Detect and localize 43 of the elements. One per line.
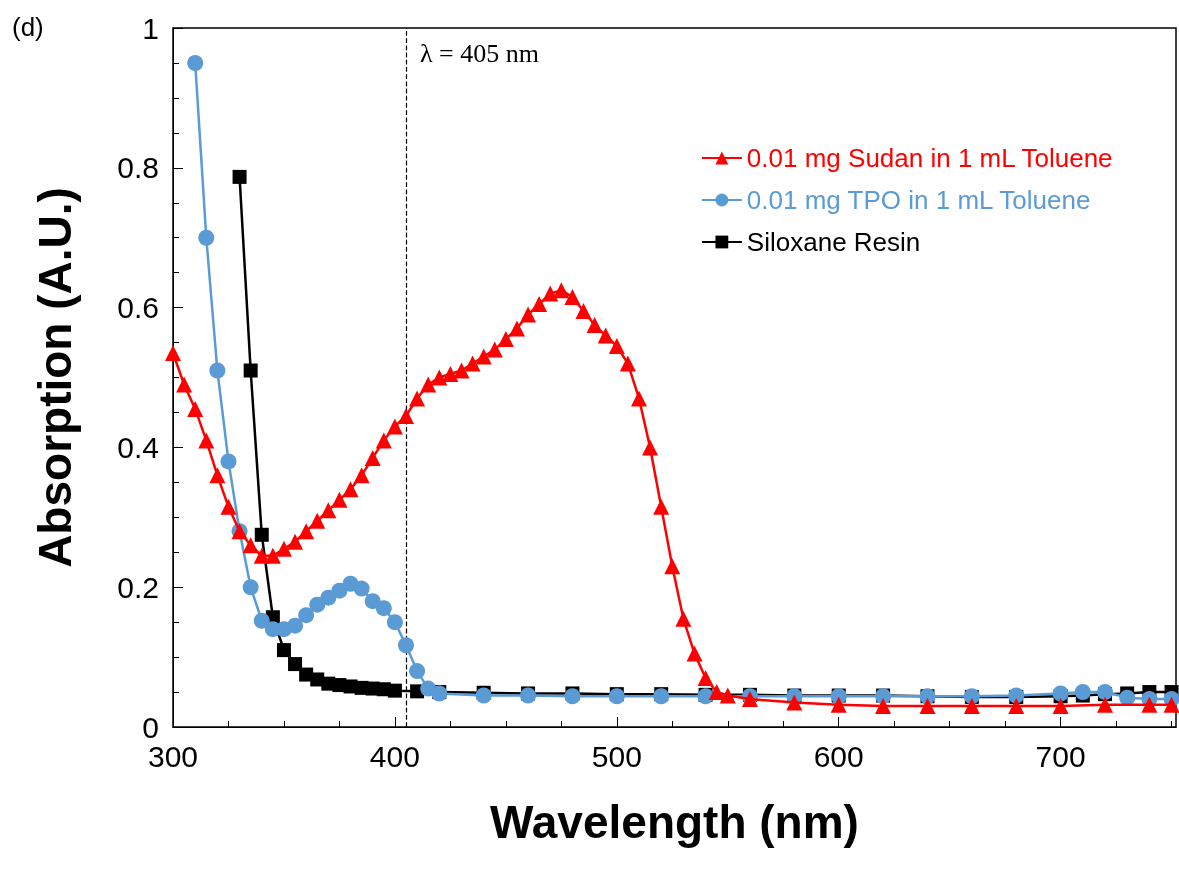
point: [232, 169, 247, 184]
x-tick-label: 600: [813, 739, 864, 773]
x-axis-title: Wavelength (nm): [490, 796, 859, 848]
point: [331, 582, 348, 599]
point: [287, 617, 304, 634]
point: [276, 643, 291, 658]
point: [364, 593, 381, 610]
y-tick-label: 0.6: [117, 291, 159, 325]
point: [243, 363, 258, 378]
ref-line-label: λ = 405 nm: [420, 38, 539, 68]
point: [1074, 684, 1091, 701]
point: [398, 637, 414, 654]
point: [288, 657, 303, 672]
y-tick-label: 0.8: [117, 151, 159, 185]
point: [375, 600, 392, 617]
point: [242, 579, 259, 596]
x-tick-label: 400: [369, 739, 420, 773]
point: [386, 614, 403, 631]
point: [220, 453, 237, 470]
point: [187, 54, 204, 71]
x-tick-label: 500: [591, 739, 642, 773]
point: [353, 580, 370, 597]
y-tick-label: 0.2: [117, 570, 159, 604]
y-tick-label: 0.4: [117, 430, 159, 464]
legend-label: Siloxane Resin: [746, 227, 921, 257]
point: [309, 596, 326, 613]
point: [298, 607, 315, 624]
legend-label: 0.01 mg TPO in 1 mL Toluene: [746, 185, 1091, 215]
point: [253, 612, 270, 629]
y-axis-title: Absorption (A.U.): [29, 187, 81, 568]
y-tick-label: 1: [142, 11, 159, 45]
point: [387, 683, 402, 698]
point: [409, 663, 426, 680]
point: [1052, 685, 1069, 702]
point: [209, 362, 226, 379]
point: [254, 527, 269, 542]
point: [198, 229, 215, 246]
x-tick-label: 700: [1035, 739, 1086, 773]
legend-label: 0.01 mg Sudan in 1 mL Toluene: [746, 143, 1113, 173]
text: (d): [12, 12, 44, 42]
point: [320, 589, 337, 606]
point: [564, 688, 581, 705]
point: [475, 687, 492, 704]
